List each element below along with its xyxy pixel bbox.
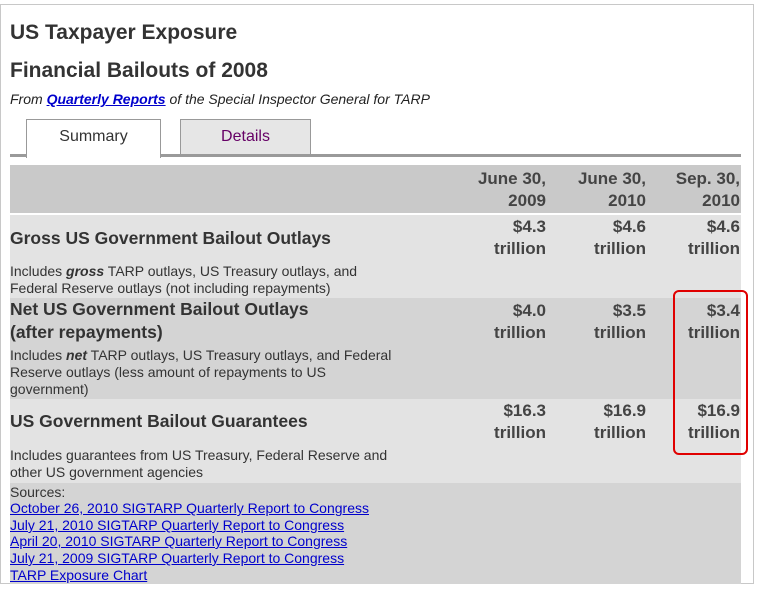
row-label-gross-outlays: Gross US Government Bailout Outlays: [10, 228, 331, 248]
column-header-line: 2009: [508, 191, 546, 210]
value-amount: $3.4: [706, 301, 740, 320]
column-header-line: June 30,: [577, 169, 646, 188]
table-row: [10, 298, 741, 399]
description-text: other US government agencies: [10, 464, 203, 480]
value-cell: $16.9 trillion: [540, 400, 646, 444]
description-emphasis: gross: [66, 263, 105, 279]
table-header: [10, 165, 741, 213]
column-header-sep-2010: Sep. 30, 2010: [640, 168, 740, 212]
value-unit: trillion: [688, 323, 740, 342]
column-header-line: Sep. 30,: [675, 169, 740, 188]
row-label-net-outlays: Net US Government Bailout Outlays (after …: [10, 298, 309, 344]
description-text: TARP outlays, US Treasury outlays, and: [104, 263, 358, 279]
column-header-line: 2010: [608, 191, 646, 210]
value-cell: $4.6 trillion: [640, 216, 740, 260]
tab-summary[interactable]: Summary: [26, 119, 161, 158]
description-emphasis: net: [66, 347, 88, 363]
value-cell: $4.3 trillion: [440, 216, 546, 260]
value-cell: $16.3 trillion: [440, 400, 546, 444]
value-cell: $3.5 trillion: [540, 300, 646, 344]
table-row: [10, 399, 741, 483]
description-text: government): [10, 381, 89, 397]
source-link-jul-2009[interactable]: July 21, 2009 SIGTARP Quarterly Report t…: [10, 550, 345, 566]
tarp-exposure-chart-link[interactable]: TARP Exposure Chart: [10, 567, 148, 583]
source-prefix: From: [10, 91, 47, 107]
value-amount: $16.9: [603, 401, 646, 420]
value-amount: $4.0: [512, 301, 546, 320]
description-text: Includes: [10, 263, 67, 279]
source-suffix: of the Special Inspector General for TAR…: [165, 91, 430, 107]
source-link-jul-2010[interactable]: July 21, 2010 SIGTARP Quarterly Report t…: [10, 517, 345, 533]
value-unit: trillion: [594, 239, 646, 258]
description-text: Federal Reserve outlays (not including r…: [10, 280, 331, 296]
value-unit: trillion: [494, 323, 546, 342]
column-header-line: 2010: [702, 191, 740, 210]
value-unit: trillion: [494, 423, 546, 442]
value-unit: trillion: [688, 423, 740, 442]
column-header-jun-2009: June 30, 2009: [440, 168, 546, 212]
value-amount: $16.9: [697, 401, 740, 420]
value-amount: $4.3: [512, 217, 546, 236]
row-description-gross-outlays: Includes gross TARP outlays, US Treasury…: [10, 263, 357, 297]
sources-label: Sources:: [10, 484, 66, 500]
value-cell: $16.9 trillion: [640, 400, 740, 444]
value-cell: $4.0 trillion: [440, 300, 546, 344]
description-text: Includes: [10, 347, 67, 363]
description-text: Reserve outlays (less amount of repaymen…: [10, 364, 326, 380]
value-cell: $4.6 trillion: [540, 216, 646, 260]
description-text: Includes guarantees from US Treasury, Fe…: [10, 447, 388, 463]
row-description-guarantees: Includes guarantees from US Treasury, Fe…: [10, 447, 387, 481]
tab-details[interactable]: Details: [180, 119, 311, 155]
row-label-line: (after repayments): [10, 322, 163, 342]
page-title: US Taxpayer Exposure: [10, 21, 238, 44]
quarterly-reports-link[interactable]: Quarterly Reports: [46, 91, 166, 107]
highlight-box: [673, 290, 748, 455]
page-subtitle: Financial Bailouts of 2008: [10, 59, 268, 82]
column-header-jun-2010: June 30, 2010: [540, 168, 646, 212]
value-unit: trillion: [688, 239, 740, 258]
value-amount: $4.6: [706, 217, 740, 236]
description-text: TARP outlays, US Treasury outlays, and F…: [87, 347, 392, 363]
source-line: From Quarterly Reports of the Special In…: [10, 90, 430, 108]
value-unit: trillion: [594, 423, 646, 442]
table-separator: [10, 213, 741, 215]
sources-panel: [10, 483, 741, 584]
row-description-net-outlays: Includes net TARP outlays, US Treasury o…: [10, 347, 391, 398]
source-link-apr-2010[interactable]: April 20, 2010 SIGTARP Quarterly Report …: [10, 533, 348, 549]
tab-divider: [10, 154, 741, 157]
column-header-line: June 30,: [477, 169, 546, 188]
source-link-oct-2010[interactable]: October 26, 2010 SIGTARP Quarterly Repor…: [10, 500, 369, 516]
value-amount: $3.5: [612, 301, 646, 320]
value-unit: trillion: [594, 323, 646, 342]
value-amount: $16.3: [503, 401, 546, 420]
row-label-line: Net US Government Bailout Outlays: [10, 299, 309, 319]
tab-divider-gap: [27, 154, 160, 157]
table-row: [10, 215, 741, 298]
value-amount: $4.6: [612, 217, 646, 236]
value-cell: $3.4 trillion: [640, 300, 740, 344]
value-unit: trillion: [494, 239, 546, 258]
row-label-guarantees: US Government Bailout Guarantees: [10, 411, 308, 431]
